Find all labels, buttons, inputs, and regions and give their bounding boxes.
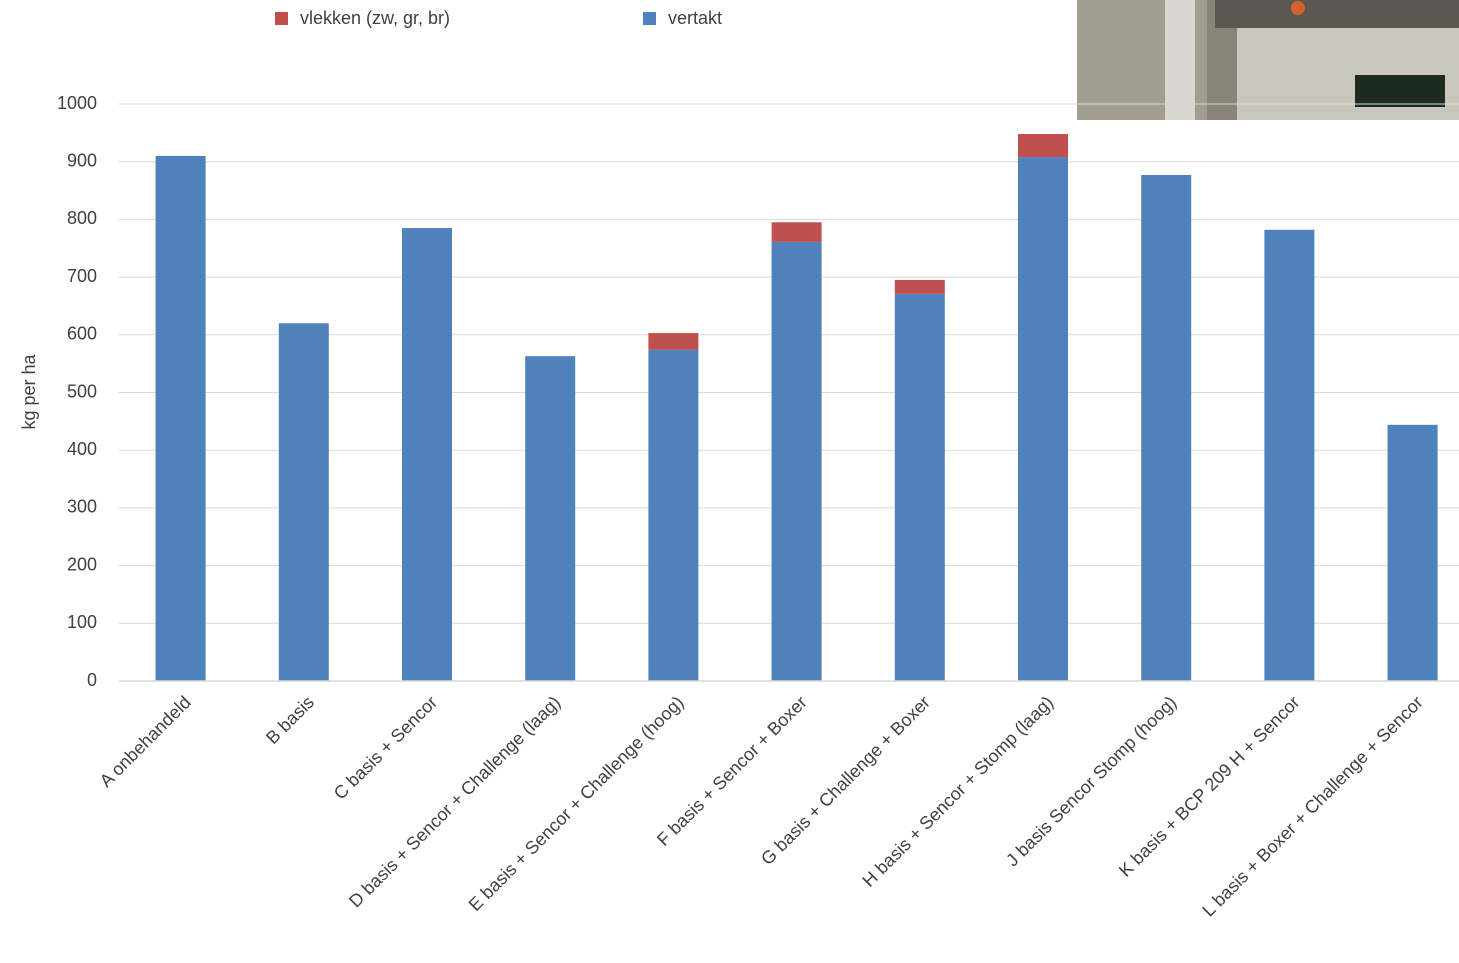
bar-segment (894, 279, 945, 294)
bar-segment (771, 241, 822, 681)
bar-segment (525, 356, 576, 681)
bar-segment (1018, 157, 1068, 682)
y-axis-title: kg per ha (19, 353, 39, 429)
bar-segment (278, 323, 329, 681)
y-tick-label: 900 (67, 150, 97, 170)
bar-segment (1264, 229, 1315, 681)
bar-segment (402, 228, 452, 681)
legend-label: vlekken (zw, gr, br) (300, 8, 450, 28)
x-tick-label: E basis + Sencor + Challenge (hoog) (465, 692, 688, 915)
x-tick-label: C basis + Sencor (330, 692, 441, 803)
y-tick-label: 500 (67, 381, 97, 401)
x-tick-label: A onbehandeld (96, 692, 195, 791)
y-tick-label: 600 (67, 324, 97, 344)
x-tick-label: L basis + Boxer + Challenge + Sencor (1198, 692, 1426, 920)
y-tick-label: 400 (67, 439, 97, 459)
y-tick-label: 200 (67, 554, 97, 574)
y-tick-label: 1000 (57, 93, 97, 113)
x-tick-label: B basis (262, 692, 318, 748)
bar-segment (771, 222, 822, 242)
y-tick-label: 800 (67, 208, 97, 228)
legend-label: vertakt (668, 8, 722, 28)
bar-segment (894, 293, 945, 681)
y-tick-label: 100 (67, 612, 97, 632)
y-tick-label: 0 (87, 670, 97, 690)
bar-segment (648, 349, 699, 681)
bar-segment (1387, 424, 1438, 681)
photo-inset (1077, 0, 1459, 120)
bar-segment (155, 155, 206, 681)
bar-segment (648, 333, 699, 350)
x-tick-label: D basis + Sencor + Challenge (laag) (345, 692, 564, 911)
bar-segment (1141, 174, 1192, 681)
y-tick-label: 700 (67, 266, 97, 286)
x-tick-label: H basis + Sencor + Stomp (laag) (858, 692, 1057, 891)
y-tick-label: 300 (67, 497, 97, 517)
bar-segment (1018, 134, 1068, 158)
legend-swatch (275, 12, 288, 25)
legend-swatch (643, 12, 656, 25)
